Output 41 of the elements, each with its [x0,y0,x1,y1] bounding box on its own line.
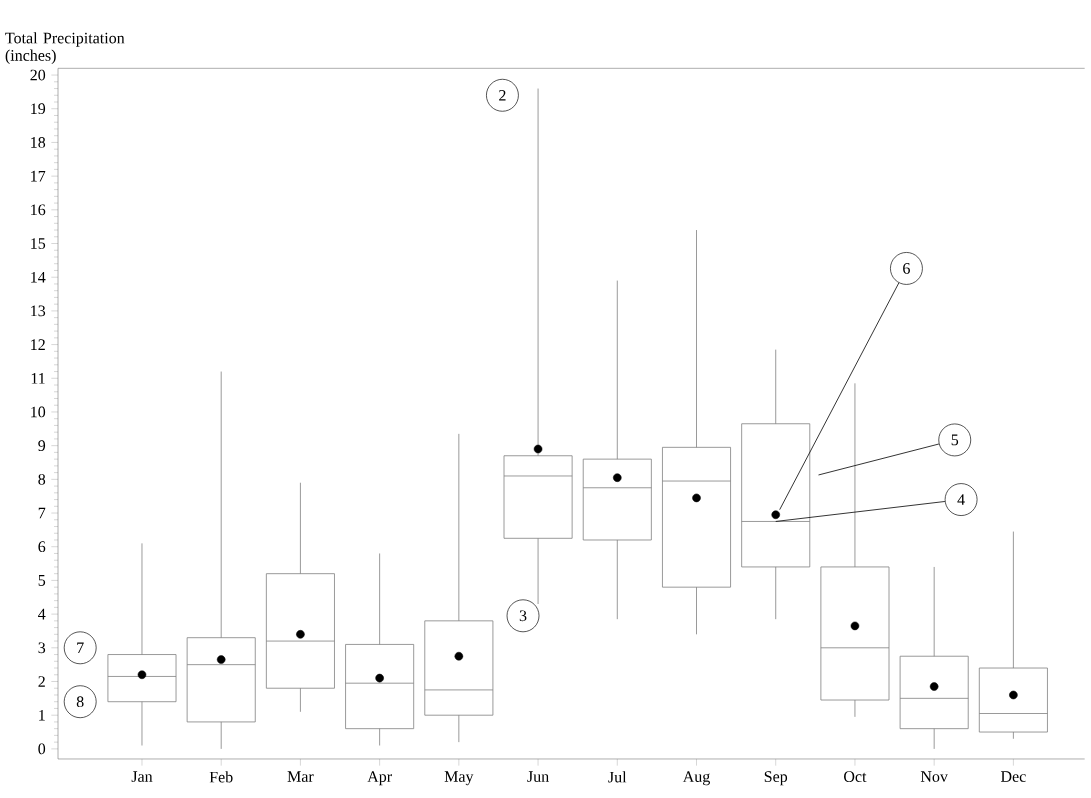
x-tick-label: May [444,771,474,786]
x-tick-label: Dec [1000,771,1026,782]
y-tick-label: 18 [31,137,46,148]
y-tick-label: 19 [31,103,46,115]
y-axis-title: Total Precipitation (inches) [5,32,125,65]
x-tick-label: Jun [527,771,549,782]
y-tick-label: 6 [38,541,46,553]
annotation: 7 [77,642,84,654]
y-tick-label: 2 [38,676,45,687]
y-tick-label: 13 [31,305,46,317]
x-tick-label: Feb [209,771,233,783]
y-tick-label: 10 [31,406,46,418]
x-tick-label: Nov [920,771,948,782]
x-tick-label: Apr [367,771,392,786]
x-tick-label: Mar [287,771,314,782]
x-tick-label: Aug [682,771,710,786]
annotation: 5 [951,434,959,446]
x-tick-label: Jan [131,771,153,782]
y-tick-label: 11 [31,373,45,384]
y-tick-label: 0 [38,743,46,755]
y-tick-label: 14 [31,271,46,283]
annotation: 3 [519,610,527,622]
y-tick-label: 12 [31,339,45,350]
annotation: 6 [903,263,910,274]
annotation: 2 [499,89,506,101]
x-tick-label: Sep [764,771,788,786]
y-tick-label: 20 [30,69,46,81]
y-tick-label: 15 [31,238,46,249]
annotation: 4 [957,494,965,505]
y-tick-label: 4 [38,608,46,620]
y-tick-label: 16 [31,204,46,216]
y-tick-label: 7 [38,507,46,519]
annotation: 8 [76,696,84,708]
y-tick-label: 9 [38,440,46,452]
x-tick-label: Jul [608,771,627,783]
x-tick-label: Oct [844,771,867,782]
y-tick-label: 3 [38,642,46,654]
y-tick-label: 5 [38,575,46,586]
y-tick-label: 17 [31,170,46,182]
y-tick-label: 8 [38,473,46,485]
y-tick-label: 1 [39,709,45,721]
